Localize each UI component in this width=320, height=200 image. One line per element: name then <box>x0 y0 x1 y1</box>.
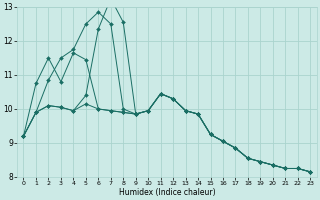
X-axis label: Humidex (Indice chaleur): Humidex (Indice chaleur) <box>119 188 215 197</box>
